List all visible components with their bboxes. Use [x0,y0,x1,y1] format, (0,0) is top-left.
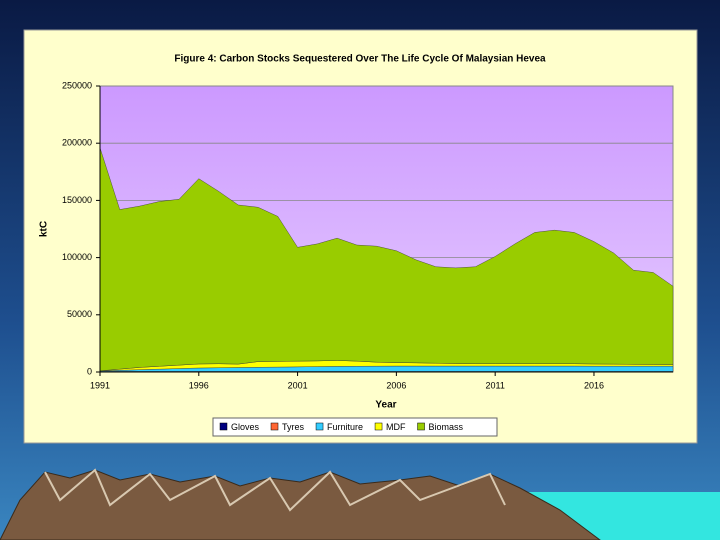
x-tick-label: 2011 [485,380,504,390]
y-tick-label: 50000 [67,309,92,319]
legend-label: Gloves [231,422,260,432]
legend-swatch [375,423,382,430]
legend-label: Tyres [282,422,305,432]
x-tick-label: 2006 [386,380,406,390]
legend-label: Furniture [327,422,363,432]
legend-swatch [418,423,425,430]
y-tick-label: 0 [87,366,92,376]
y-tick-label: 250000 [62,80,92,90]
legend-swatch [271,423,278,430]
x-tick-label: 2016 [584,380,604,390]
legend-swatch [220,423,227,430]
legend-swatch [316,423,323,430]
y-tick-label: 100000 [62,252,92,262]
x-tick-label: 1996 [189,380,209,390]
y-tick-label: 150000 [62,195,92,205]
x-axis-label: Year [375,400,396,411]
legend-label: MDF [386,422,406,432]
legend-label: Biomass [429,422,464,432]
y-axis-label: ktC [39,221,50,237]
y-tick-label: 200000 [62,138,92,148]
x-tick-label: 2001 [288,380,308,390]
chart-title: Figure 4: Carbon Stocks Sequestered Over… [174,54,546,65]
x-tick-label: 1991 [90,380,110,390]
